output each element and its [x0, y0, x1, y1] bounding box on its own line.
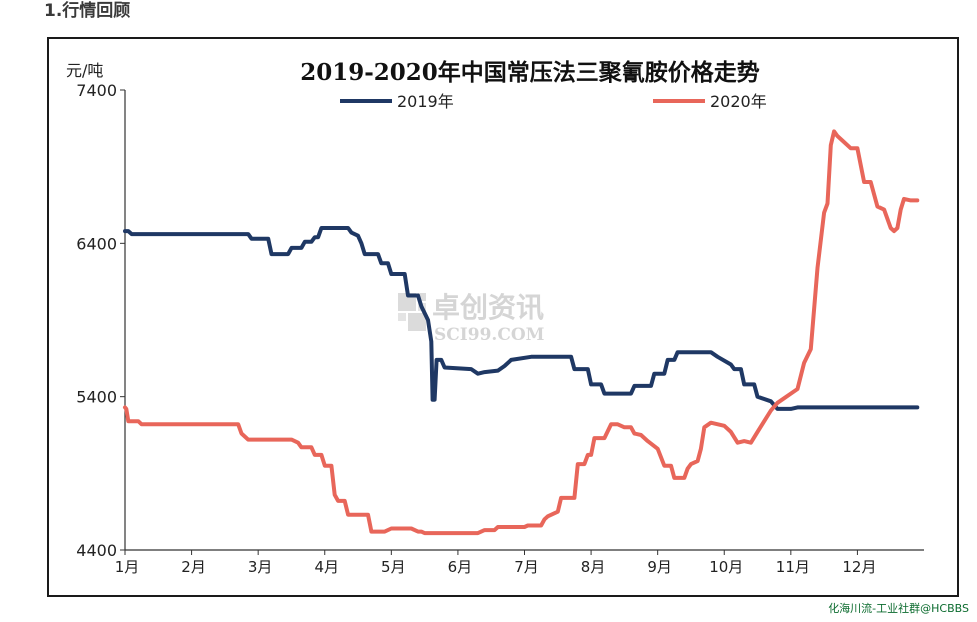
y-tick-label: 7400 — [76, 81, 117, 100]
x-tick-label: 10月 — [709, 558, 743, 576]
series-line-2019 — [123, 226, 920, 411]
x-tick-label: 8月 — [581, 558, 606, 576]
chart-title: 2019-2020年中国常压法三聚氰胺价格走势 — [300, 59, 760, 86]
x-tick-label: 6月 — [448, 558, 473, 576]
watermark: 卓创资讯 SCI99.COM — [398, 291, 545, 345]
watermark-brand: 卓创资讯 — [432, 291, 544, 324]
axes: 4400 5400 6400 7400 1月 2月 3月 4月 5月 6月 7月 8月 9月 10月 11月… — [76, 81, 924, 576]
x-tick-label: 7月 — [514, 558, 539, 576]
x-tick-label: 1月 — [115, 558, 140, 576]
x-tick-label: 5月 — [381, 558, 406, 576]
legend-label-2020: 2020年 — [710, 92, 767, 111]
series-layer — [123, 129, 920, 536]
watermark-logo-icon — [398, 293, 426, 331]
x-tick-label: 3月 — [248, 558, 273, 576]
x-tick-label: 2月 — [181, 558, 206, 576]
x-tick-label: 12月 — [842, 558, 876, 576]
series-line-2020 — [123, 129, 920, 536]
section-heading: 1.行情回顾 — [44, 1, 131, 21]
chart-frame — [47, 37, 959, 597]
x-tick-label: 11月 — [776, 558, 810, 576]
watermark-site: SCI99.COM — [434, 325, 545, 345]
footer-credit: 化海川流-工业社群@HCBBS — [828, 602, 969, 615]
y-tick-label: 5400 — [76, 388, 117, 407]
legend: 2019年 2020年 — [340, 92, 767, 111]
y-axis-unit-label: 元/吨 — [66, 61, 103, 80]
legend-label-2019: 2019年 — [397, 92, 454, 111]
y-tick-label: 4400 — [76, 541, 117, 560]
x-tick-label: 4月 — [314, 558, 339, 576]
x-tick-label: 9月 — [647, 558, 672, 576]
y-tick-label: 6400 — [76, 234, 117, 253]
